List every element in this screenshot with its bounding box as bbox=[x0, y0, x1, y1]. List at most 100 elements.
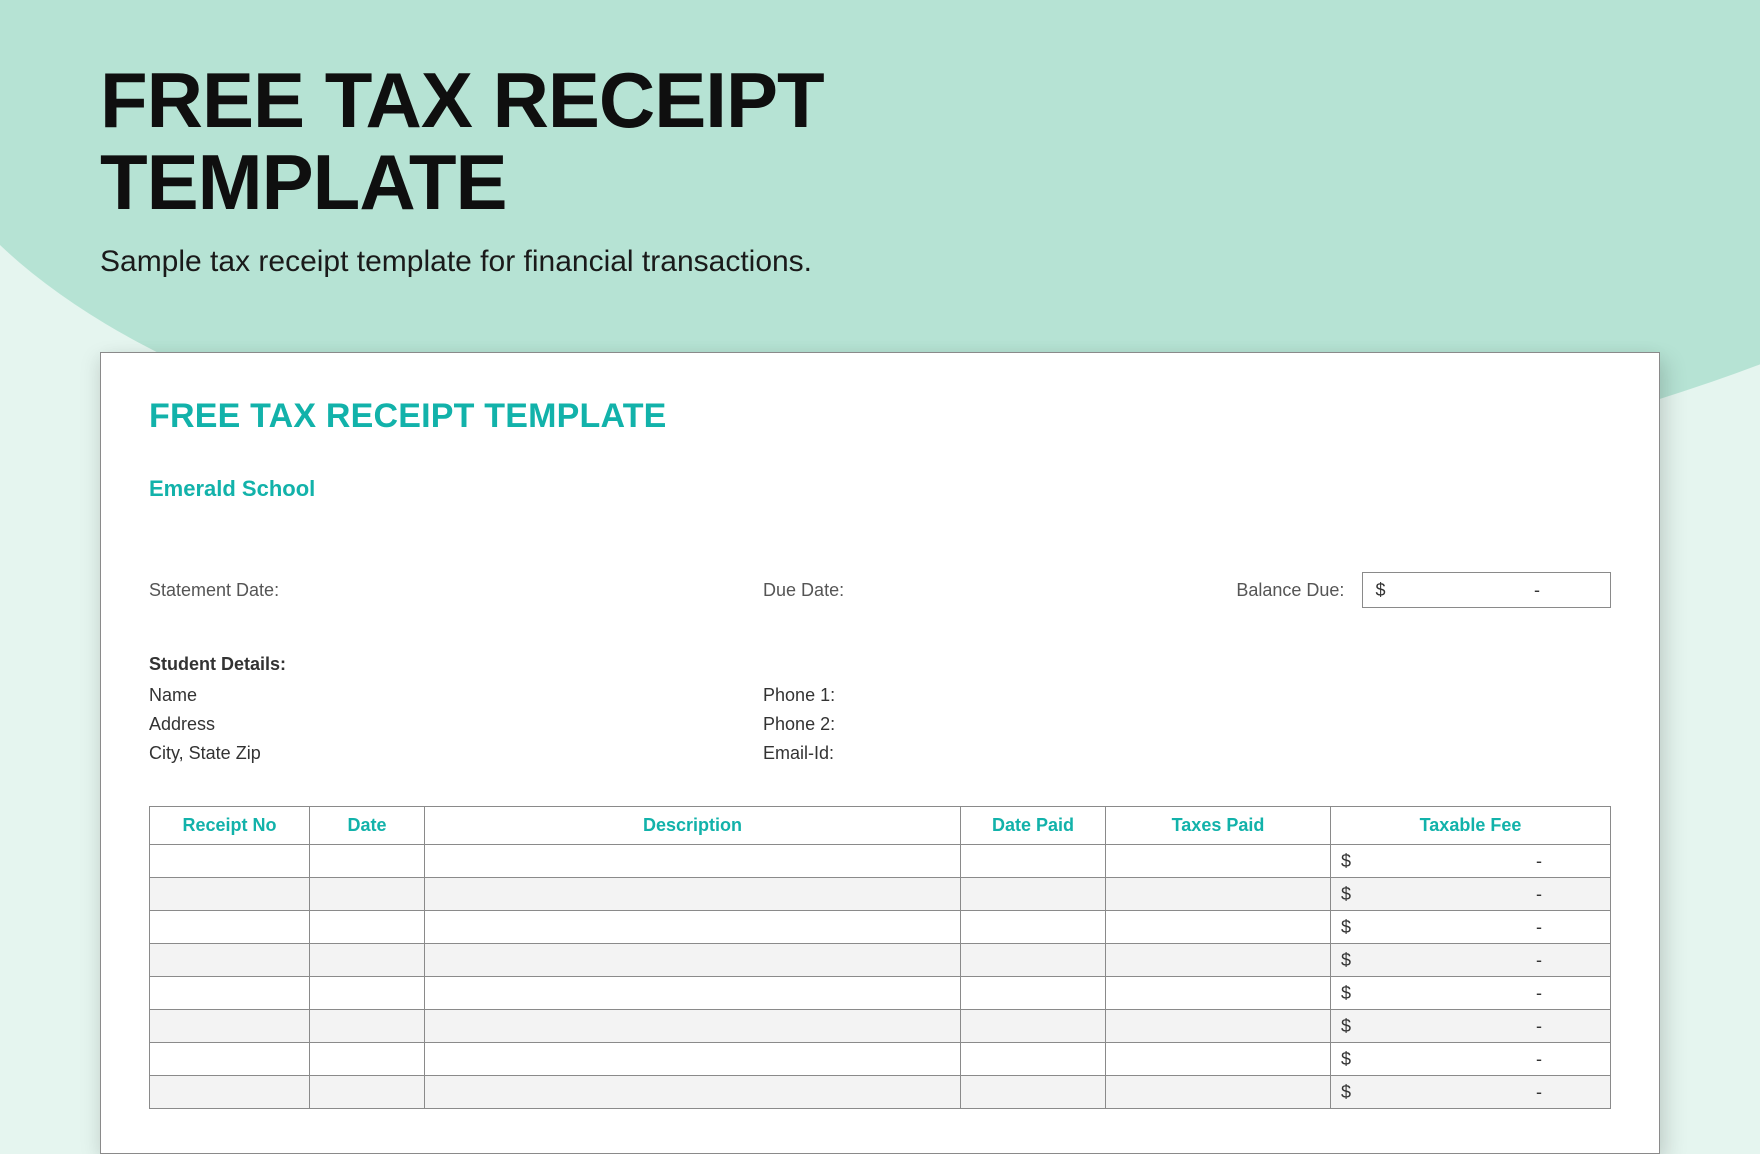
fee-currency: $ bbox=[1341, 851, 1351, 872]
table-cell: $- bbox=[1331, 944, 1611, 977]
student-email-label: Email-Id: bbox=[763, 743, 1611, 764]
fee-value: - bbox=[1536, 1049, 1542, 1070]
table-cell bbox=[150, 845, 310, 878]
table-cell bbox=[310, 977, 425, 1010]
table-cell bbox=[425, 1076, 961, 1109]
document-sheet: FREE TAX RECEIPT TEMPLATE Emerald School… bbox=[100, 352, 1660, 1154]
due-date-label: Due Date: bbox=[763, 580, 1202, 601]
student-address-label: Address bbox=[149, 714, 763, 735]
table-cell bbox=[1106, 1076, 1331, 1109]
table-cell bbox=[310, 878, 425, 911]
table-cell bbox=[1106, 911, 1331, 944]
col-header-taxes-paid: Taxes Paid bbox=[1106, 807, 1331, 845]
fee-value: - bbox=[1536, 983, 1542, 1004]
table-row: $- bbox=[150, 1076, 1611, 1109]
document-wrap: FREE TAX RECEIPT TEMPLATE Emerald School… bbox=[100, 352, 1660, 1154]
student-left-col: Name Address City, State Zip bbox=[149, 685, 763, 772]
balance-due-value: - bbox=[1534, 580, 1540, 601]
table-cell bbox=[1106, 845, 1331, 878]
fee-value: - bbox=[1536, 851, 1542, 872]
student-right-col: Phone 1: Phone 2: Email-Id: bbox=[763, 685, 1611, 772]
statement-date-label: Statement Date: bbox=[149, 580, 763, 601]
balance-due-box: $ - bbox=[1362, 572, 1611, 608]
fee-currency: $ bbox=[1341, 1016, 1351, 1037]
table-row: $- bbox=[150, 977, 1611, 1010]
table-cell bbox=[425, 845, 961, 878]
table-cell bbox=[1106, 878, 1331, 911]
fee-value: - bbox=[1536, 917, 1542, 938]
table-row: $- bbox=[150, 911, 1611, 944]
col-header-date: Date bbox=[310, 807, 425, 845]
table-cell bbox=[150, 1043, 310, 1076]
table-cell bbox=[310, 1076, 425, 1109]
table-cell bbox=[150, 911, 310, 944]
table-row: $- bbox=[150, 944, 1611, 977]
fee-value: - bbox=[1536, 1082, 1542, 1103]
table-cell bbox=[961, 1076, 1106, 1109]
table-cell bbox=[310, 1043, 425, 1076]
table-cell bbox=[310, 944, 425, 977]
fee-value: - bbox=[1536, 1016, 1542, 1037]
table-row: $- bbox=[150, 1043, 1611, 1076]
col-header-taxable-fee: Taxable Fee bbox=[1331, 807, 1611, 845]
table-cell bbox=[310, 911, 425, 944]
table-row: $- bbox=[150, 1010, 1611, 1043]
balance-due-label: Balance Due: bbox=[1202, 580, 1363, 601]
col-header-date-paid: Date Paid bbox=[961, 807, 1106, 845]
meta-row: Statement Date: Due Date: Balance Due: $… bbox=[149, 572, 1611, 608]
table-cell: $- bbox=[1331, 977, 1611, 1010]
fee-currency: $ bbox=[1341, 917, 1351, 938]
table-row: $- bbox=[150, 878, 1611, 911]
table-cell bbox=[425, 878, 961, 911]
organization-name: Emerald School bbox=[149, 476, 1611, 502]
table-header-row: Receipt No Date Description Date Paid Ta… bbox=[150, 807, 1611, 845]
col-header-description: Description bbox=[425, 807, 961, 845]
student-phone2-label: Phone 2: bbox=[763, 714, 1611, 735]
table-cell bbox=[961, 977, 1106, 1010]
title-line-2: TEMPLATE bbox=[100, 142, 1660, 224]
col-header-receipt-no: Receipt No bbox=[150, 807, 310, 845]
title-line-1: FREE TAX RECEIPT bbox=[100, 60, 1660, 142]
table-cell bbox=[1106, 977, 1331, 1010]
page-subtitle: Sample tax receipt template for financia… bbox=[100, 242, 920, 283]
table-cell bbox=[1106, 1010, 1331, 1043]
table-cell bbox=[1106, 944, 1331, 977]
table-cell bbox=[961, 878, 1106, 911]
table-cell: $- bbox=[1331, 911, 1611, 944]
table-cell bbox=[961, 944, 1106, 977]
table-cell bbox=[961, 845, 1106, 878]
table-cell bbox=[425, 1043, 961, 1076]
table-cell bbox=[425, 944, 961, 977]
fee-value: - bbox=[1536, 950, 1542, 971]
table-cell bbox=[150, 977, 310, 1010]
table-cell: $- bbox=[1331, 1010, 1611, 1043]
student-details-label: Student Details: bbox=[149, 654, 1611, 675]
student-citystatezip-label: City, State Zip bbox=[149, 743, 763, 764]
table-cell: $- bbox=[1331, 878, 1611, 911]
table-row: $- bbox=[150, 845, 1611, 878]
table-cell bbox=[425, 1010, 961, 1043]
table-cell bbox=[961, 1043, 1106, 1076]
table-cell bbox=[150, 878, 310, 911]
table-cell bbox=[961, 1010, 1106, 1043]
table-cell: $- bbox=[1331, 845, 1611, 878]
table-cell bbox=[310, 1010, 425, 1043]
fee-currency: $ bbox=[1341, 1049, 1351, 1070]
page-title: FREE TAX RECEIPT TEMPLATE bbox=[100, 60, 1660, 224]
table-cell: $- bbox=[1331, 1076, 1611, 1109]
table-cell bbox=[1106, 1043, 1331, 1076]
table-cell bbox=[961, 911, 1106, 944]
table-cell bbox=[150, 1010, 310, 1043]
fee-currency: $ bbox=[1341, 884, 1351, 905]
balance-due-currency: $ bbox=[1375, 580, 1385, 601]
receipt-table: Receipt No Date Description Date Paid Ta… bbox=[149, 806, 1611, 1109]
fee-value: - bbox=[1536, 884, 1542, 905]
table-cell: $- bbox=[1331, 1043, 1611, 1076]
table-body: $-$-$-$-$-$-$-$- bbox=[150, 845, 1611, 1109]
student-details-row: Name Address City, State Zip Phone 1: Ph… bbox=[149, 685, 1611, 772]
fee-currency: $ bbox=[1341, 1082, 1351, 1103]
table-cell bbox=[425, 911, 961, 944]
document-title: FREE TAX RECEIPT TEMPLATE bbox=[149, 397, 1611, 436]
table-cell bbox=[425, 977, 961, 1010]
page-header: FREE TAX RECEIPT TEMPLATE Sample tax rec… bbox=[0, 0, 1760, 322]
